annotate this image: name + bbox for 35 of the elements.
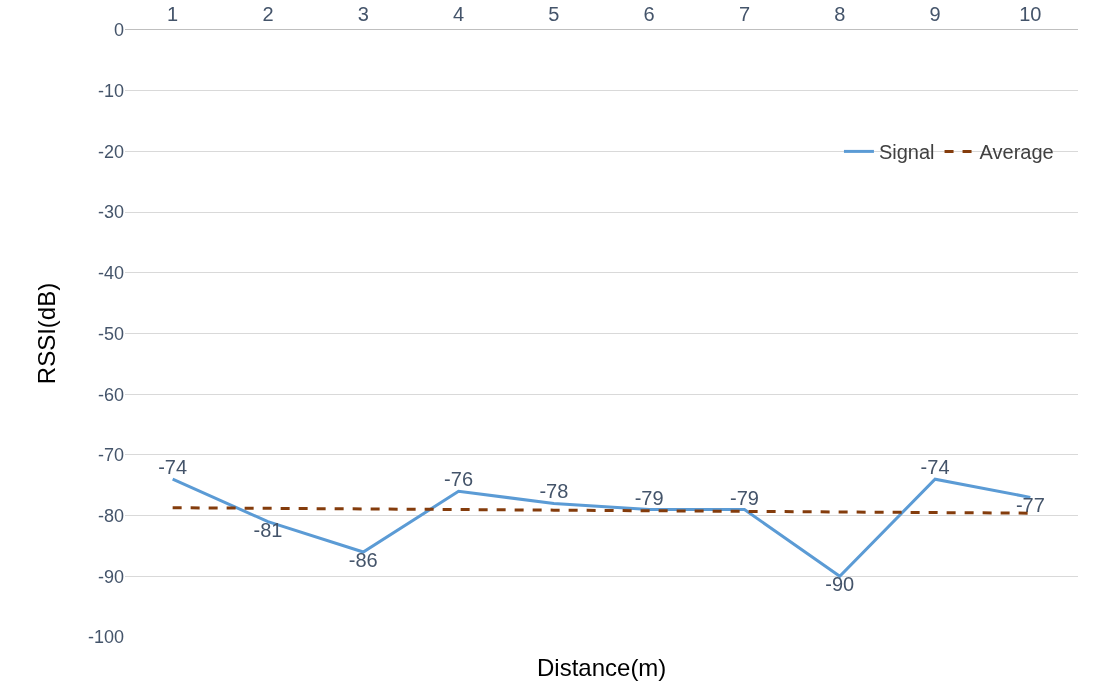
data-label: -74 xyxy=(920,456,950,479)
y-tick-label: -10 xyxy=(97,81,124,101)
x-tick-label: 9 xyxy=(929,3,941,25)
legend-label: Average xyxy=(979,141,1054,164)
data-label: -74 xyxy=(158,456,188,479)
x-tick-label: 7 xyxy=(738,3,751,25)
data-label: -76 xyxy=(444,468,473,491)
x-tick-label: 3 xyxy=(357,3,369,25)
x-tick-label: 4 xyxy=(452,3,465,25)
y-tick-label: -20 xyxy=(97,141,124,162)
data-label: -86 xyxy=(348,549,378,572)
data-label: -79 xyxy=(634,486,664,509)
y-axis-title: RSSI(dB) xyxy=(33,282,61,385)
x-tick-label: 6 xyxy=(643,3,655,25)
x-tick-label: 5 xyxy=(548,3,560,25)
y-tick-label: 0 xyxy=(113,20,124,41)
x-tick-label: 8 xyxy=(834,3,846,25)
x-axis-title: Distance(m) xyxy=(537,654,667,681)
data-label: -79 xyxy=(730,486,759,509)
data-label: -81 xyxy=(253,518,283,541)
x-tick-label: 2 xyxy=(262,3,274,25)
data-label: -77 xyxy=(1015,494,1045,517)
y-tick-label: -90 xyxy=(97,566,124,587)
legend-label: Signal xyxy=(878,141,935,164)
y-tick-label: -70 xyxy=(97,445,124,466)
y-tick-label: -80 xyxy=(97,505,124,526)
data-label: -78 xyxy=(539,480,569,503)
y-tick-label: -60 xyxy=(97,384,124,405)
data-label: -90 xyxy=(825,573,855,596)
y-tick-label: -40 xyxy=(97,263,124,284)
y-tick-label: -50 xyxy=(97,323,124,344)
x-tick-label: 10 xyxy=(1019,3,1042,25)
x-tick-label: 1 xyxy=(167,3,179,25)
y-tick-label: -100 xyxy=(87,627,124,648)
y-tick-label: -30 xyxy=(97,202,124,223)
